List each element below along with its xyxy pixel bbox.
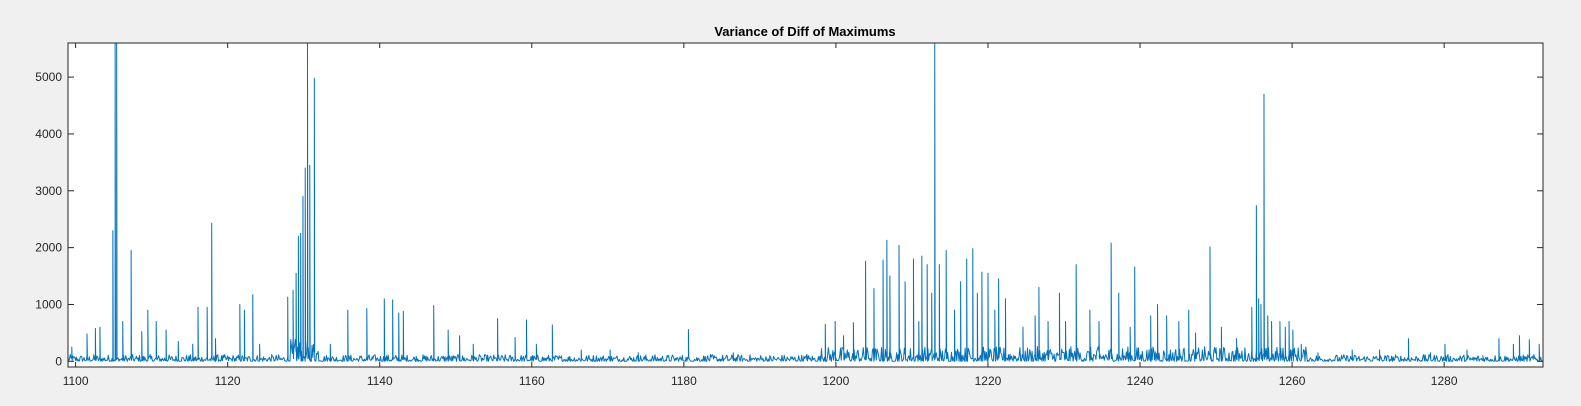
y-tick-label: 1000 <box>35 297 62 311</box>
y-tick-label: 4000 <box>35 127 62 141</box>
x-tick-label: 1100 <box>63 374 89 388</box>
axes-background <box>68 43 1543 367</box>
y-tick-label: 0 <box>55 354 62 368</box>
x-tick-label: 1240 <box>1127 374 1154 388</box>
y-tick-label: 2000 <box>35 241 62 255</box>
x-tick-label: 1140 <box>367 374 393 388</box>
series-line <box>68 43 1543 362</box>
y-tick-label: 3000 <box>35 184 62 198</box>
x-tick-label: 1280 <box>1431 374 1458 388</box>
chart-title: Variance of Diff of Maximums <box>714 24 895 39</box>
x-tick-label: 1260 <box>1279 374 1306 388</box>
x-tick-label: 1180 <box>671 374 697 388</box>
x-tick-label: 1200 <box>823 374 850 388</box>
axes-box <box>67 42 1544 368</box>
x-tick-label: 1120 <box>215 374 241 388</box>
x-tick-label: 1220 <box>975 374 1002 388</box>
y-tick-label: 5000 <box>35 70 62 84</box>
x-tick-label: 1160 <box>519 374 545 388</box>
